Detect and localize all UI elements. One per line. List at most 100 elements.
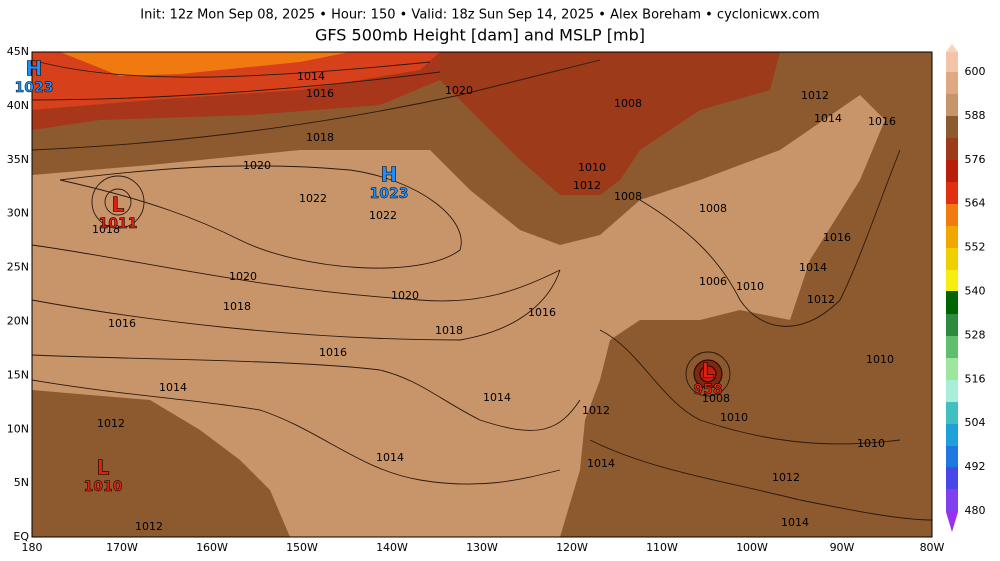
lat-label: 20N: [7, 315, 29, 328]
isobar-label: 1010: [866, 353, 894, 366]
isobar-label: 1014: [483, 391, 511, 404]
contour: [91, 175, 145, 229]
isobar-label: 1012: [97, 417, 125, 430]
isobar-label: 1012: [135, 520, 163, 533]
colorbar-segment: [946, 336, 958, 358]
isobar-label: 1022: [299, 192, 327, 205]
contour: [59, 165, 462, 269]
isobar-label: 1016: [868, 115, 896, 128]
colorbar-segment: [946, 138, 958, 160]
isobar-label: 1018: [92, 223, 120, 236]
colorbar-label: 600: [965, 65, 986, 78]
center-symbol: H: [26, 57, 43, 81]
isobar-label: 1020: [445, 84, 473, 97]
center-pressure: 1011: [99, 216, 138, 232]
lat-label: 45N: [7, 45, 29, 58]
colorbar-segment: [946, 116, 958, 138]
contour: [599, 329, 901, 445]
isobar-label: 1014: [159, 381, 187, 394]
lat-label: 30N: [7, 207, 29, 220]
isobar-label: 1014: [376, 451, 404, 464]
isobar-label: 1020: [391, 289, 419, 302]
lat-label: 15N: [7, 368, 29, 381]
isobar-label: 1008: [699, 202, 727, 215]
contour: [31, 59, 601, 151]
isobar-label: 1008: [614, 97, 642, 110]
lon-label: 170W: [106, 541, 138, 554]
colorbar: [946, 44, 958, 532]
lat-label: 35N: [7, 153, 29, 166]
isobar-label: 1010: [857, 437, 885, 450]
lat-label: 25N: [7, 261, 29, 274]
contour: [639, 149, 901, 327]
isobar-label: 1012: [582, 404, 610, 417]
lon-label: 160W: [196, 541, 228, 554]
contour: [31, 71, 441, 101]
colorbar-segment: [946, 204, 958, 226]
colorbar-label: 516: [965, 372, 986, 385]
isobar-label: 1014: [297, 70, 325, 83]
isobar-label: 1016: [306, 87, 334, 100]
colorbar-segment: [946, 380, 958, 402]
colorbar-segment: [946, 358, 958, 380]
center-pressure: 1023: [370, 186, 409, 202]
colorbar-label: 504: [965, 416, 986, 429]
isobar-label: 1012: [801, 89, 829, 102]
lon-label: 140W: [376, 541, 408, 554]
lon-label: 120W: [556, 541, 588, 554]
colorbar-arrow: [946, 44, 958, 52]
colorbar-segment: [946, 446, 958, 467]
colorbar-label: 588: [965, 109, 986, 122]
center-symbol: L: [97, 456, 110, 480]
lat-label: 40N: [7, 99, 29, 112]
colorbar-segment: [946, 270, 958, 291]
field-588: [32, 95, 885, 537]
colorbar-segment: [946, 94, 958, 116]
isobar-label: 1010: [578, 161, 606, 174]
colorbar-segment: [946, 314, 958, 336]
lon-label: 90W: [830, 541, 855, 554]
colorbar-segment: [946, 402, 958, 424]
contour: [589, 439, 933, 521]
isobar-label: 1010: [736, 280, 764, 293]
contour: [31, 59, 431, 78]
lat-label: EQ: [13, 530, 29, 543]
isobar-label: 1012: [573, 179, 601, 192]
colorbar-label: 552: [965, 241, 986, 254]
isobar-label: 1008: [614, 190, 642, 203]
isobar-label: 1020: [229, 270, 257, 283]
colorbar-arrow: [946, 512, 958, 532]
map: [31, 51, 933, 538]
center-symbol: L: [112, 193, 125, 217]
isobar-label: 1012: [807, 293, 835, 306]
lon-label: 100W: [736, 541, 768, 554]
isobar-label: 1016: [108, 317, 136, 330]
colorbar-label: 540: [965, 285, 986, 298]
isobar-label: 1014: [781, 516, 809, 529]
isobar-label: 1010: [720, 411, 748, 424]
title: GFS 500mb Height [dam] and MSLP [mb]: [315, 26, 645, 45]
contour: [685, 351, 731, 397]
center-pressure: 1010: [84, 479, 123, 495]
contour: [31, 354, 581, 431]
colorbar-label: 528: [965, 328, 986, 341]
isobar-label: 1012: [772, 471, 800, 484]
lat-label: 5N: [14, 476, 29, 489]
colorbar-segment: [946, 52, 958, 72]
contour: [104, 188, 132, 216]
isobar-label: 1008: [702, 392, 730, 405]
cyclone-core: [699, 365, 717, 383]
colorbar-segment: [946, 226, 958, 248]
field-582: [430, 52, 780, 195]
isobar-label: 1018: [223, 300, 251, 313]
lon-label: 80W: [920, 541, 945, 554]
lon-label: 150W: [286, 541, 318, 554]
contour: [31, 269, 561, 341]
isobar-label: 1016: [319, 346, 347, 359]
colorbar-segment: [946, 72, 958, 94]
colorbar-segment: [946, 182, 958, 204]
colorbar-label: 564: [965, 197, 986, 210]
colorbar-segment: [946, 467, 958, 489]
colorbar-segment: [946, 160, 958, 182]
